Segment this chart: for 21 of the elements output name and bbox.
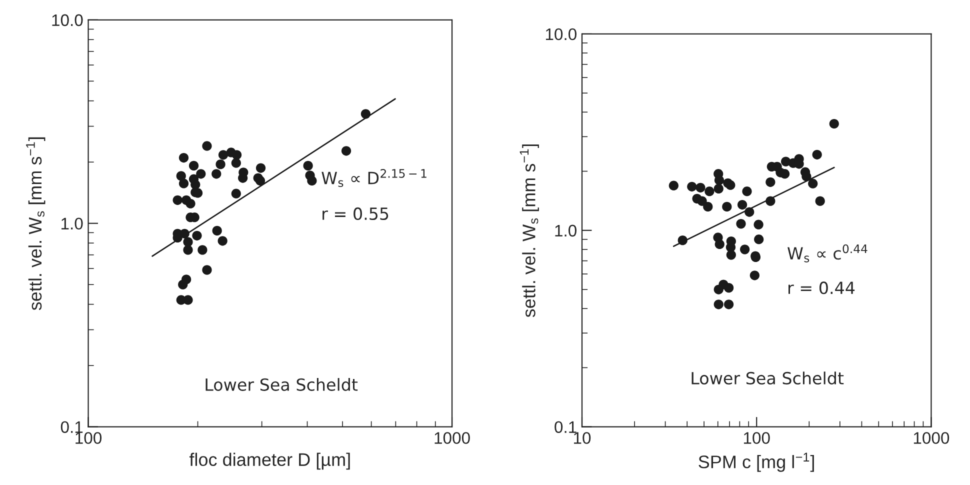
annotation: r = 0.44 (788, 282, 855, 294)
x-tick-label: 100 (76, 432, 102, 444)
y-tick-label: 0.1 (60, 421, 83, 434)
annotation: Lower Sea Scheldt (692, 372, 844, 384)
annotation: Lower Sea Scheldt (206, 378, 358, 391)
x-axis-title: floc diameter D [µm] (189, 452, 350, 470)
y-tick-label: 10.0 (546, 28, 576, 40)
y-axis-title: settl. vel. W$_{s}$ [mm s$^{−1}$] (520, 144, 539, 318)
x-axis-title: SPM c [mg l$^{−1}$] (698, 452, 814, 472)
y-tick-label: 10.0 (52, 14, 83, 26)
y-tick-label: 1.0 (62, 218, 83, 230)
annotation: r = 0.55 (322, 207, 388, 220)
y-tick-label: 0.1 (554, 421, 576, 434)
x-tick-label: 1000 (914, 432, 950, 444)
y-tick-label: 1.0 (555, 224, 576, 237)
x-tick-label: 100 (744, 432, 770, 444)
x-tick-label: 1000 (434, 432, 470, 444)
y-axis-title: settl. vel. W$_{s}$ [mm s$^{−1}$] (26, 137, 46, 310)
annotation: W$_{s}$ ∝ c$^{0.44}$ (788, 244, 868, 262)
x-tick-label: 10 (574, 432, 591, 444)
annotation: W$_{s}$ ∝ D$^{2.15−1}$ (322, 169, 426, 187)
